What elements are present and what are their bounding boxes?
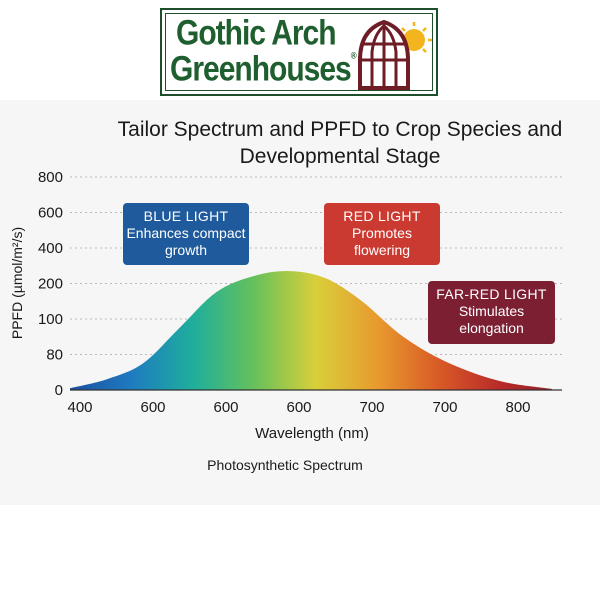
blue-light-callout: BLUE LIGHT Enhances compact growth [123,203,249,265]
y-tick-label: 600 [38,205,63,222]
x-tick-label: 400 [67,399,92,416]
chart-title: Tailor Spectrum and PPFD to Crop Species… [117,118,563,168]
blue-light-title: BLUE LIGHT [143,208,229,224]
logo-text-line1: Gothic Arch [176,14,337,53]
y-tick-label: 100 [38,311,63,328]
far-red-light-text: Stimulates elongation [458,303,525,336]
y-tick-label: 200 [38,276,63,293]
y-tick-label: 0 [55,382,63,399]
logo-text-line2: Greenhouses® [170,50,357,90]
y-tick-labels: 0 80 100 200 400 600 800 [38,169,63,399]
company-logo[interactable]: Gothic Arch Greenhouses® [160,8,438,96]
spectrum-area [70,271,552,390]
y-tick-label: 400 [38,240,63,257]
x-tick-labels: 400 600 600 600 700 700 800 [67,399,530,416]
x-tick-label: 700 [432,399,457,416]
blue-light-text: Enhances compact growth [126,225,246,258]
red-light-text: Promotes flowering [352,225,412,258]
x-tick-label: 700 [359,399,384,416]
chart-caption: Photosynthetic Spectrum [207,457,363,473]
registered-mark: ® [350,50,357,61]
greenhouse-arch-icon [358,19,432,90]
red-light-callout: RED LIGHT Promotes flowering [324,203,440,265]
logo-text-greenhouses: Greenhouses [170,50,352,89]
sun-icon [401,22,432,53]
y-tick-label: 800 [38,169,63,186]
y-axis-label: PPFD (µmol/m²/s) [9,227,25,339]
far-red-light-callout: FAR-RED LIGHT Stimulates elongation [428,281,555,344]
x-tick-label: 600 [213,399,238,416]
y-tick-label: 80 [46,347,63,364]
x-tick-label: 800 [505,399,530,416]
logo-frame [165,13,433,91]
red-light-title: RED LIGHT [343,208,421,224]
far-red-light-title: FAR-RED LIGHT [436,286,547,302]
x-tick-label: 600 [286,399,311,416]
x-axis-label: Wavelength (nm) [255,425,369,442]
x-tick-label: 600 [140,399,165,416]
